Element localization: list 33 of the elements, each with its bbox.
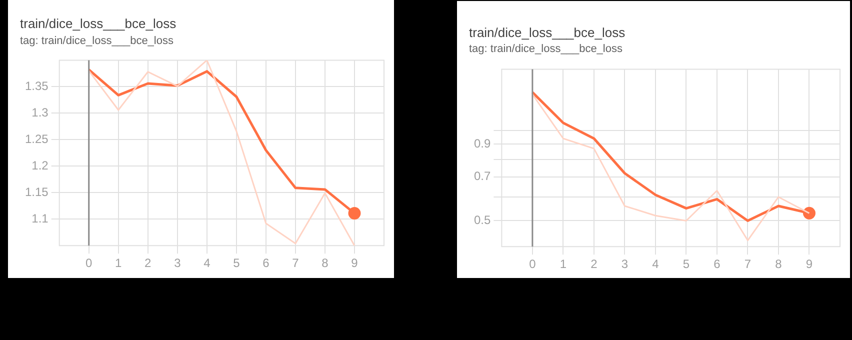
y-tick-label: 1.15 [24,184,49,199]
x-tick-label: 8 [775,257,782,272]
x-tick-label: 7 [292,256,300,270]
y-tick-label: 0.7 [474,169,491,184]
x-tick-label: 3 [621,257,628,272]
x-tick-label: 0 [86,256,93,270]
x-tick-label: 2 [590,257,598,272]
x-tick-label: 1 [560,257,567,272]
y-tick-label: 1.2 [32,158,49,172]
y-tick-label: 1.25 [24,132,49,146]
chart-subtitle: tag: train/dice_loss___bce_loss [469,43,622,55]
y-tick-label: 0.5 [474,213,491,228]
x-tick-label: 1 [115,256,122,270]
x-tick-label: 4 [204,256,211,270]
x-tick-label: 8 [322,256,329,270]
x-tick-label: 9 [351,256,358,270]
y-tick-label: 1.1 [32,211,49,226]
chart-title: train/dice_loss___bce_loss [469,25,626,40]
x-tick-label: 0 [529,257,536,272]
x-tick-label: 6 [262,256,270,270]
y-tick-label: 1.3 [32,105,49,120]
y-tick-label: 1.35 [24,79,49,93]
y-tick-label: 0.9 [474,136,491,150]
chart-title: train/dice_loss___bce_loss [20,16,176,31]
x-tick-label: 2 [144,256,152,270]
x-tick-label: 7 [744,257,752,272]
x-tick-label: 5 [682,257,690,272]
x-tick-label: 3 [174,256,182,270]
chart-subtitle: tag: train/dice_loss___bce_loss [20,35,174,47]
x-tick-label: 4 [652,257,660,272]
x-tick-label: 6 [714,257,721,272]
x-tick-label: 5 [233,256,240,270]
x-tick-label: 9 [806,257,813,272]
